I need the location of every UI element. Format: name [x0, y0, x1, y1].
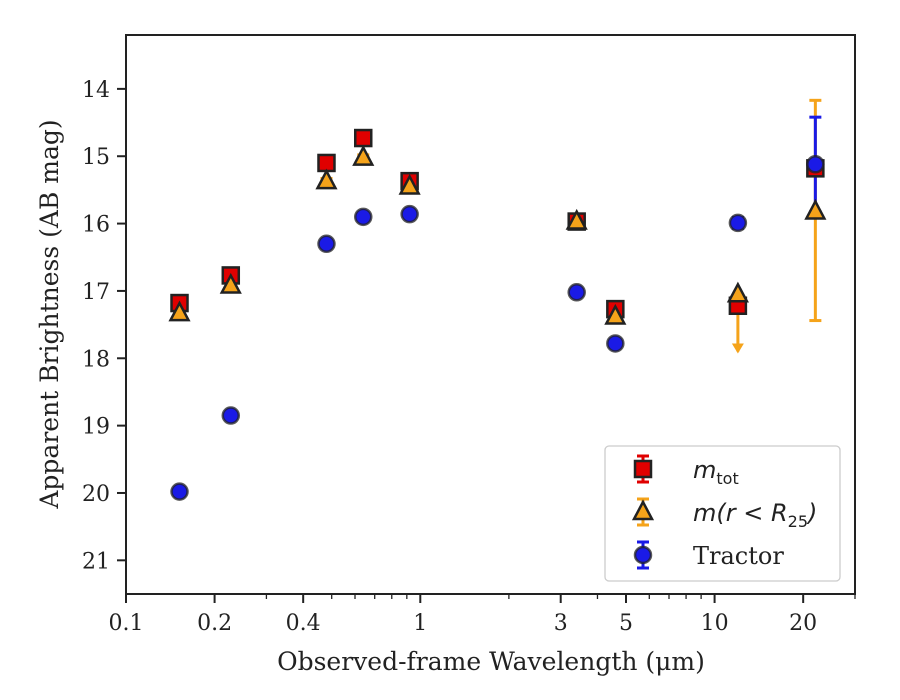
- circle-marker: [354, 207, 373, 227]
- circle-marker: [317, 234, 336, 254]
- y-tick-label: 14: [82, 78, 110, 103]
- x-tick-label: 3: [554, 611, 568, 636]
- y-tick-label: 21: [82, 549, 110, 574]
- circle-marker: [806, 155, 825, 174]
- x-tick-label: 5: [619, 611, 633, 636]
- triangle-marker: [726, 281, 749, 303]
- error-bars: [173, 98, 822, 497]
- x-tick-label: 0.1: [109, 611, 144, 636]
- x-tick-label: 1: [413, 611, 427, 636]
- legend-triangle-marker: [631, 499, 655, 521]
- circle-marker: [606, 334, 625, 353]
- triangle-marker: [219, 272, 242, 294]
- triangle-marker: [315, 168, 338, 190]
- y-tick-label: 15: [82, 145, 110, 170]
- y-tick-label: 18: [82, 347, 110, 372]
- x-tick-label: 10: [701, 611, 729, 636]
- y-tick-label: 20: [82, 482, 110, 507]
- triangle-marker: [804, 198, 827, 220]
- legend-label: Tractor: [693, 542, 784, 570]
- x-tick-label: 0.2: [197, 611, 232, 636]
- legend-square-marker: [633, 459, 653, 479]
- square-marker: [354, 128, 373, 148]
- x-tick-label: 20: [789, 611, 817, 636]
- legend-label: mtot: [693, 456, 739, 488]
- upper-limit-arrow: [731, 343, 744, 354]
- circle-marker: [221, 406, 241, 425]
- circle-marker: [400, 204, 419, 224]
- triangle-marker: [168, 300, 191, 322]
- x-axis-label: Observed-frame Wavelength (μm): [277, 647, 705, 676]
- y-tick-label: 19: [82, 415, 110, 440]
- triangle-marker: [398, 173, 421, 195]
- x-tick-label: 0.4: [286, 611, 321, 636]
- triangle-marker: [352, 144, 375, 166]
- y-tick-label: 16: [82, 213, 110, 238]
- legend-circle-marker: [633, 545, 653, 565]
- legend-box: [604, 445, 841, 582]
- triangle-marker: [565, 208, 588, 230]
- circle-marker: [170, 482, 189, 501]
- triangle-marker: [604, 303, 627, 325]
- axes: 0.1 0.2 0.4 1 3 5 10 20 14 15 16 17 18 19 20 21: [82, 34, 856, 636]
- y-axis-label: Apparent Brightness (AB mag): [35, 119, 64, 509]
- circle-marker: [567, 283, 586, 302]
- plot-frame: [125, 34, 856, 595]
- circle-marker: [728, 213, 748, 233]
- legend-label: m(r < R25): [693, 499, 817, 531]
- y-tick-label: 17: [82, 280, 110, 305]
- data-markers: [168, 128, 827, 501]
- legend: mtot m(r < R25) Tractor: [604, 445, 841, 582]
